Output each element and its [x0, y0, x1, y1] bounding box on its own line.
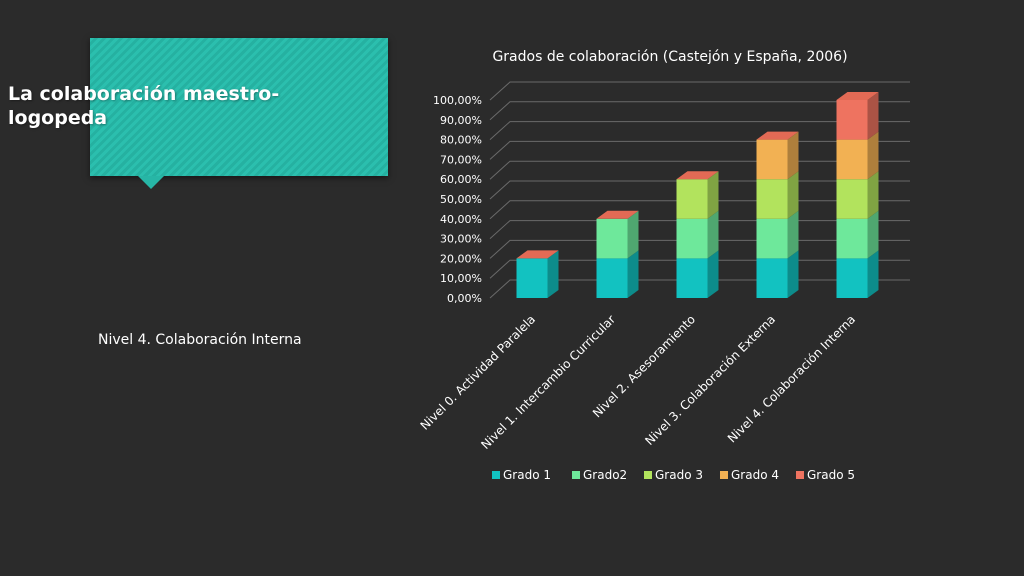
- bar-top: [596, 210, 639, 219]
- bar-segment: [836, 218, 868, 259]
- legend-swatch: [644, 471, 652, 479]
- legend-label: Grado 3: [655, 468, 703, 482]
- bar-segment: [756, 139, 788, 180]
- y-tick-label: 100,00%: [433, 94, 482, 107]
- bar-segment: [676, 218, 708, 259]
- bar-side: [787, 171, 799, 219]
- gridline: [489, 101, 910, 121]
- y-tick-label: 60,00%: [440, 173, 482, 186]
- bar-side: [787, 210, 799, 259]
- bar-side: [707, 210, 719, 259]
- legend-swatch: [492, 471, 500, 479]
- category-label: Nivel 4. Colaboración Interna: [725, 312, 858, 445]
- bar-segment: [516, 258, 548, 298]
- bar-side: [707, 171, 719, 219]
- y-tick-label: 90,00%: [440, 114, 482, 127]
- bar-segment: [836, 100, 868, 140]
- legend-label: Grado 5: [807, 468, 855, 482]
- y-tick-label: 30,00%: [440, 233, 482, 246]
- bar-top: [676, 171, 719, 180]
- bar-side: [787, 131, 799, 180]
- category-label: Nivel 3. Colaboración Externa: [642, 312, 778, 448]
- bar-side: [547, 250, 559, 298]
- y-tick-label: 50,00%: [440, 193, 482, 206]
- legend-swatch: [720, 471, 728, 479]
- bar-side: [627, 250, 639, 298]
- y-tick-label: 40,00%: [440, 213, 482, 226]
- bar-side: [787, 250, 799, 298]
- slide-subtitle: Nivel 4. Colaboración Interna: [98, 332, 302, 348]
- y-tick-label: 70,00%: [440, 153, 482, 166]
- bar-top: [516, 250, 559, 259]
- bar-segment: [596, 218, 628, 259]
- gridline: [489, 81, 910, 101]
- y-tick-label: 10,00%: [440, 272, 482, 285]
- bar-segment: [756, 258, 788, 298]
- bar-segment: [676, 258, 708, 298]
- bar-top: [836, 92, 879, 100]
- legend-label: Grado 1: [503, 468, 551, 482]
- bar-segment: [836, 258, 868, 298]
- bar-segment: [756, 218, 788, 259]
- bar-side: [627, 210, 639, 259]
- bar-segment: [836, 179, 868, 219]
- bar-side: [867, 210, 879, 259]
- bar-side: [867, 92, 879, 140]
- bar-top: [756, 131, 799, 140]
- legend-label: Grado2: [583, 468, 627, 482]
- y-tick-label: 20,00%: [440, 252, 482, 265]
- bar-segment: [756, 179, 788, 219]
- bar-side: [707, 250, 719, 298]
- slide-title: La colaboración maestro-logopeda: [8, 83, 280, 129]
- bar-side: [867, 131, 879, 180]
- bar-side: [867, 171, 879, 219]
- legend-swatch: [572, 471, 580, 479]
- legend-swatch: [796, 471, 804, 479]
- bar-side: [867, 250, 879, 298]
- bar-segment: [596, 258, 628, 298]
- title-card: [90, 38, 388, 189]
- category-label: Nivel 1. Intercambio Curricular: [478, 312, 618, 452]
- legend-label: Grado 4: [731, 468, 779, 482]
- bar-segment: [676, 179, 708, 219]
- y-tick-label: 0,00%: [447, 292, 482, 305]
- bar-segment: [836, 139, 868, 180]
- chart-title: Grados de colaboración (Castejón y Españ…: [492, 49, 847, 65]
- gridline: [489, 121, 910, 140]
- y-tick-label: 80,00%: [440, 134, 482, 147]
